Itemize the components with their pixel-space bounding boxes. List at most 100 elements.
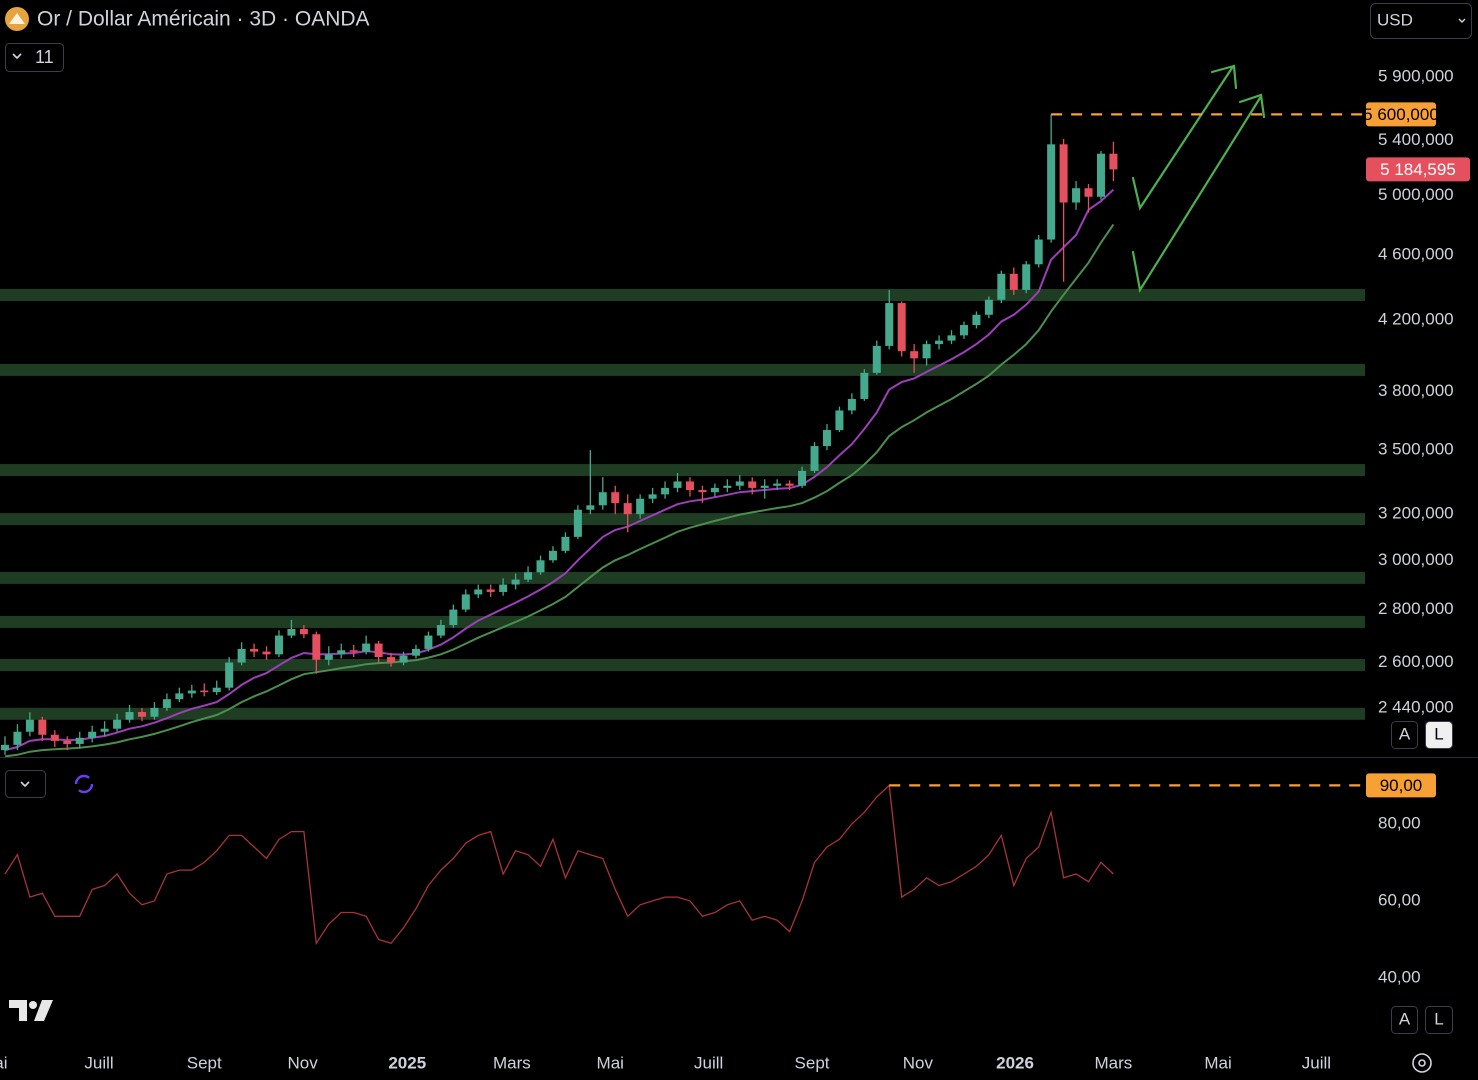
settings-icon-core: [1418, 1059, 1426, 1067]
x-tick-label: Nov: [903, 1053, 934, 1072]
candle-body: [798, 470, 807, 486]
candle-body: [212, 687, 221, 692]
candle-body: [935, 340, 944, 345]
candle-body: [1009, 273, 1018, 290]
candle-body: [299, 628, 308, 635]
currency-select[interactable]: [1370, 3, 1472, 39]
moving-average: [4, 223, 1115, 757]
rsi-line: [4, 784, 1114, 946]
candle-body: [312, 634, 321, 660]
candle-body: [150, 707, 159, 717]
candle-body: [760, 485, 769, 488]
settings-icon[interactable]: [1412, 1053, 1432, 1073]
log-scale-button[interactable]: [1425, 721, 1453, 749]
chevron: [12, 53, 22, 60]
log-scale-label: L: [1434, 1009, 1443, 1028]
arrow: [1131, 96, 1262, 293]
candle-body: [673, 481, 682, 488]
x-tick-label: Mai: [0, 1053, 7, 1072]
candle-body: [50, 734, 59, 741]
logo-part: [29, 1001, 37, 1009]
last-price-tag: [1366, 157, 1470, 182]
candle-body: [611, 492, 620, 504]
support-zone: [0, 571, 1365, 584]
y-tick-label: 5 000,000: [1378, 185, 1454, 204]
symbol-logo-mark: [9, 13, 25, 24]
candle-body: [1022, 264, 1031, 290]
candle-body: [287, 628, 296, 636]
logo-part: [9, 1000, 27, 1021]
x-tick-label: Mai: [1204, 1053, 1231, 1072]
candle-body: [262, 651, 271, 655]
candle-body: [997, 273, 1006, 300]
y-tick-label: 60,00: [1378, 890, 1421, 909]
candle-body: [461, 594, 470, 610]
candle-body: [847, 398, 856, 411]
auto-scale-label: A: [1399, 724, 1411, 743]
rsi-pane: [4, 784, 1114, 946]
candle-body: [536, 560, 545, 573]
candle-body: [947, 335, 956, 341]
candle-body: [573, 509, 582, 537]
sync-icon[interactable]: [74, 774, 94, 794]
auto-scale-button[interactable]: [1391, 1006, 1418, 1034]
candle-body: [274, 635, 283, 655]
candle-body: [586, 505, 595, 510]
candle-body: [324, 654, 333, 660]
moving-average: [4, 188, 1115, 752]
candle-body: [835, 410, 844, 431]
candle-body: [225, 662, 234, 688]
candle-body: [250, 648, 259, 652]
rsi-level-tag: [1366, 773, 1436, 798]
candle-body: [474, 589, 483, 595]
currency: USD: [1377, 10, 1413, 29]
candle-body: [0, 744, 9, 751]
candle-body: [1059, 144, 1068, 203]
candle-body: [548, 550, 557, 561]
y-tick-label: 3 500,000: [1378, 440, 1454, 459]
candle-body: [75, 737, 84, 744]
chart-title: Or / Dollar Américain · 3D · OANDA: [37, 8, 370, 31]
support-zone: [0, 615, 1365, 628]
y-tick-label: 3 800,000: [1378, 381, 1454, 400]
candle-body: [1072, 188, 1081, 203]
candle-body: [13, 731, 22, 745]
x-tick-label: Mars: [493, 1053, 531, 1072]
y-tick-label: 5 400,000: [1378, 130, 1454, 149]
log-scale-label: L: [1434, 724, 1443, 743]
candle-body: [237, 648, 246, 663]
auto-scale-button[interactable]: [1391, 721, 1418, 749]
candle-body: [337, 650, 346, 655]
candle-body: [449, 609, 458, 626]
y-tick-label: 4 200,000: [1378, 309, 1454, 328]
candle-body: [137, 712, 146, 717]
support-zone: [0, 464, 1365, 477]
candle-body: [1047, 144, 1056, 240]
candle-body: [125, 712, 134, 720]
candle-body: [200, 690, 209, 693]
indicators-toggle[interactable]: [5, 43, 64, 72]
chevron: [1458, 18, 1466, 23]
candle-body: [88, 731, 97, 738]
y-tick-label: 3 200,000: [1378, 504, 1454, 523]
candle-body: [374, 643, 383, 658]
candle-body: [411, 648, 420, 656]
candle-body: [424, 635, 433, 649]
candle-body: [661, 487, 670, 495]
candle-body: [723, 485, 732, 488]
candle-body: [710, 487, 719, 493]
candle-body: [63, 740, 72, 744]
candle-body: [387, 657, 396, 663]
candle-body: [984, 299, 993, 315]
last-price-label: 5 184,595: [1380, 160, 1456, 179]
x-tick-label: Juill: [1302, 1053, 1331, 1072]
candle-body: [362, 643, 371, 652]
pane-toggle[interactable]: [5, 770, 46, 798]
support-zone: [0, 363, 1365, 376]
candle-body: [636, 498, 645, 515]
candle-body: [685, 481, 694, 491]
y-tick-label: 40,00: [1378, 967, 1421, 986]
log-scale-button[interactable]: [1425, 1006, 1453, 1034]
